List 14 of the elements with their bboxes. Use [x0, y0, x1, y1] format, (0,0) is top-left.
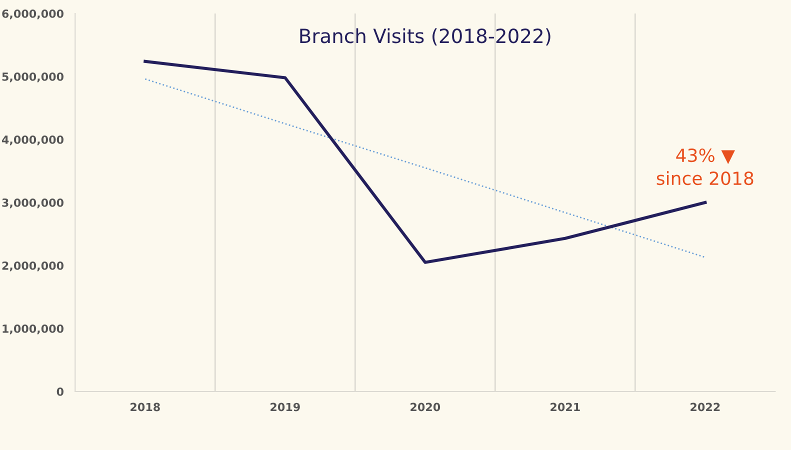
y-tick-label: 6,000,000 — [2, 9, 64, 20]
x-tick-label: 2021 — [550, 402, 580, 412]
x-tick-label: 2020 — [410, 402, 440, 412]
annotation: 43% ▼ since 2018 — [656, 148, 754, 186]
y-tick-label: 4,000,000 — [2, 135, 64, 146]
y-tick-label: 3,000,000 — [2, 198, 64, 208]
y-tick-label: 1,000,000 — [2, 324, 64, 334]
text: Branch Visits (2018-2022) — [300, 28, 550, 46]
y-tick-label: 0 — [56, 387, 64, 396]
x-tick-label: 2022 — [690, 402, 720, 412]
y-tick-label: 5,000,000 — [2, 72, 64, 82]
x-tick-label: 2018 — [130, 402, 160, 412]
y-tick-label: 2,000,000 — [2, 261, 64, 272]
x-tick-label: 2019 — [270, 402, 300, 412]
